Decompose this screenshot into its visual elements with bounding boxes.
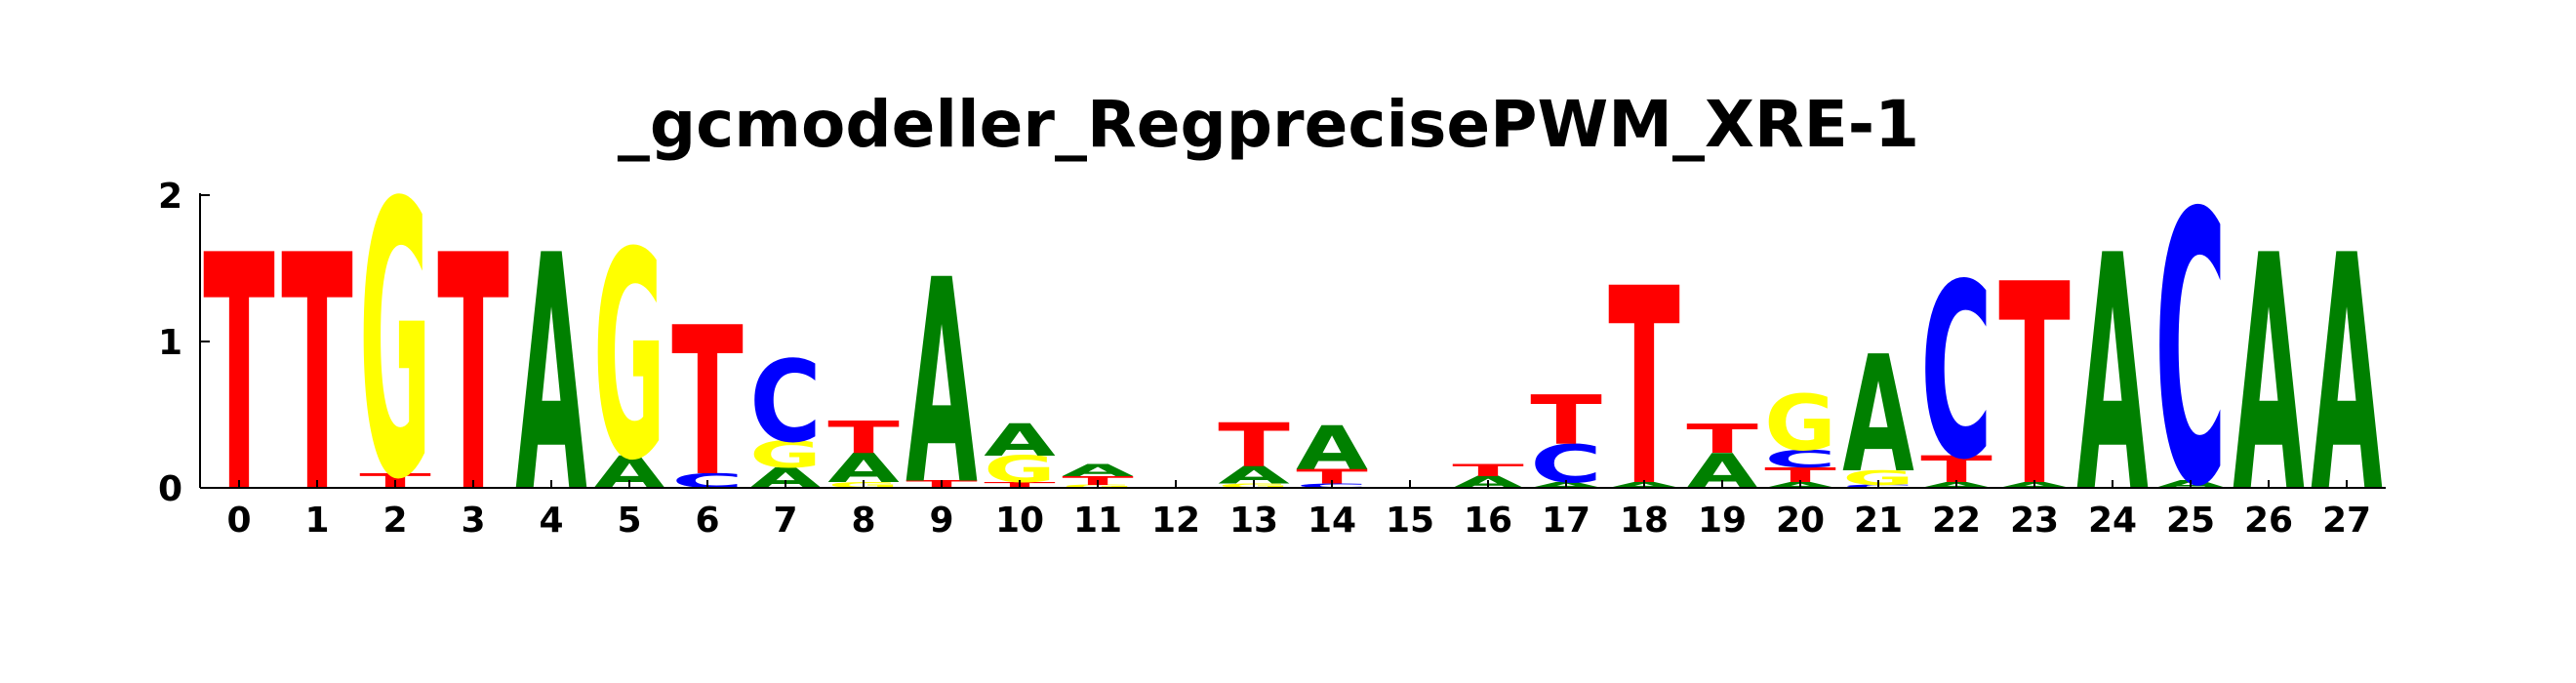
logo-letter-A: A [1062,462,1134,480]
logo-letter-C: C [749,338,822,467]
logo-letter-T: T [1608,231,1680,546]
logo-column: A [515,186,587,565]
logo-letter-A: A [906,220,978,547]
logo-letter-T: T [1452,462,1524,480]
logo-column: CTA [1296,414,1368,490]
x-tick-label: 25 [2166,501,2215,541]
logo-letter-C: C [1764,445,1836,473]
x-tick-label: 11 [1073,501,1122,541]
x-tick-label: 26 [2244,501,2293,541]
logo-letter-T: T [1296,465,1368,489]
x-tick-label: 16 [1464,501,1512,541]
x-tick-label: 21 [1854,501,1903,541]
logo-letter-A: A [1296,414,1368,484]
x-tick-label: 5 [617,501,641,541]
logo-letter-C: C [2154,135,2227,569]
x-tick-label: 7 [773,501,797,541]
logo-column: A [2233,186,2305,565]
logo-column: AT [1686,416,1758,499]
x-tick-label: 2 [382,501,407,541]
logo-letter-A: A [749,462,822,495]
logo-column: GAT [1218,410,1290,490]
logo-column: TA [906,220,978,547]
logo-column: T [281,187,353,565]
logo-letter-A: A [2076,186,2149,565]
logo-column: ATCG [1764,380,1836,490]
y-tick-label: 1 [158,323,182,363]
x-tick-label: 4 [539,501,563,541]
x-tick-label: 13 [1229,501,1278,541]
x-tick-label: 8 [851,501,875,541]
x-tick-label: 0 [226,501,251,541]
logo-letter-A: A [515,186,587,565]
logo-column: TGA [984,415,1056,491]
logo-column: ATC [1920,233,1992,513]
logo-letter-T: T [281,187,353,565]
x-tick-label: 14 [1308,501,1356,541]
logo-letter-G: G [1842,466,1914,490]
logo-letter-A: A [1842,321,1914,508]
logo-letter-A: A [2233,186,2305,565]
x-tick-label: 3 [461,501,485,541]
logo-column: AGC [749,338,822,495]
logo-letter-T: T [1686,416,1758,462]
x-tick-label: 10 [995,501,1044,541]
x-tick-label: 6 [695,501,719,541]
x-tick-label: 24 [2088,501,2137,541]
logo-letter-A: A [593,447,665,499]
logo-column: CGA [1842,321,1914,508]
x-tick-label: 17 [1542,501,1590,541]
logo-letter-C: C [1920,233,1992,513]
y-tick-label: 0 [158,469,182,509]
logo-column: ACT [1530,382,1602,494]
logo-column: GAT [827,412,900,492]
logo-column: T [203,187,275,565]
chart-title: _gcmodeller_RegprecisePWM_XRE-1 [618,87,1919,162]
x-tick-label: 12 [1151,501,1200,541]
x-tick-label: 19 [1698,501,1747,541]
logo-column: TG [359,125,431,563]
logo-column: A [2076,186,2149,565]
logo-column: AC [2154,135,2227,569]
logo-letter-A: A [984,415,1056,466]
logo-letter-T: T [203,187,275,565]
logo-column: A [2311,186,2383,565]
logo-letter-A: A [2311,186,2383,565]
x-tick-label: 18 [1620,501,1669,541]
x-tick-label: 27 [2322,501,2371,541]
logo-column: AG [593,192,665,523]
logo-letter-G: G [749,434,822,476]
x-tick-label: 20 [1776,501,1825,541]
logo-column: T [437,187,509,565]
logo-letter-T: T [437,187,509,565]
logo-column: AT [1608,231,1680,546]
logo-letter-G: G [359,125,431,563]
logo-letter-T: T [1218,410,1290,480]
logo-letter-T: T [827,412,900,463]
x-tick-label: 1 [304,501,329,541]
x-tick-label: 15 [1386,501,1434,541]
x-tick-label: 23 [2010,501,2059,541]
logo-letter-G: G [1764,380,1836,468]
x-tick-label: 9 [929,501,953,541]
logo-letter-A: A [1686,443,1758,499]
x-tick-label: 22 [1932,501,1981,541]
logo-letter-T: T [1764,463,1836,487]
logo-letter-T: T [1998,225,2071,547]
y-tick-label: 2 [158,177,182,217]
logo-letter-T: T [1530,382,1602,461]
logo-column: AT [1998,225,2071,547]
logo-letter-G: G [593,192,665,523]
